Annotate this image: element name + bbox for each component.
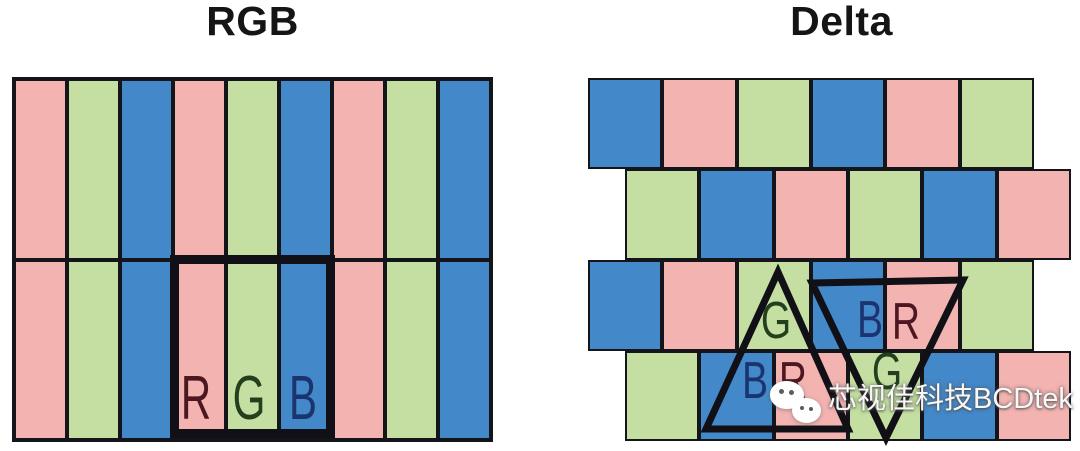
pixel-R [334, 81, 383, 258]
rgb-unit-pixel-outline [170, 255, 335, 438]
wechat-eye [809, 407, 813, 411]
rgb-label-b: B [288, 364, 318, 433]
pixel-B [281, 261, 330, 438]
rgb-panel-title: RGB [206, 0, 299, 44]
pixel-B [922, 169, 997, 260]
pixel-B [588, 260, 663, 351]
rgb-pixel-grid [12, 77, 493, 442]
pixel-G [69, 261, 118, 438]
pixel-R [175, 81, 224, 258]
pixel-B [122, 81, 171, 258]
pixel-B [699, 169, 774, 260]
pixel-G [228, 81, 277, 258]
pixel-G [625, 169, 700, 260]
pixel-B [281, 81, 330, 258]
pixel-G [625, 351, 700, 441]
pixel-R [996, 351, 1071, 441]
delta-pixel-row-2 [625, 169, 1071, 260]
rgb-label-g: G [232, 364, 266, 433]
pixel-R [16, 81, 65, 258]
delta-pixel-row-3 [588, 260, 1034, 351]
pixel-G [847, 169, 923, 260]
pixel-B [588, 78, 663, 169]
pixel-B [122, 261, 171, 438]
pixel-G [228, 261, 277, 438]
pixel-G [736, 78, 811, 169]
pixel-G [69, 81, 118, 258]
pixel-B [440, 261, 489, 438]
wechat-eye [789, 390, 794, 395]
rgb-label-r: R [180, 364, 212, 433]
watermark: 芯视佳科技BCDtek [770, 378, 1073, 428]
pixel-B [440, 81, 489, 258]
pixel-R [175, 261, 224, 438]
pixel-R [16, 261, 65, 438]
wechat-icon [770, 378, 822, 428]
pixel-R [773, 169, 848, 260]
pixel-R [334, 261, 383, 438]
pixel-G [387, 261, 436, 438]
delta-label-g-row3: G [760, 292, 792, 350]
wechat-bubble-small [792, 398, 821, 423]
pixel-R [662, 260, 737, 351]
pixel-B [810, 78, 886, 169]
wechat-eye [779, 389, 784, 394]
pixel-G [387, 81, 436, 258]
pixel-R [996, 169, 1071, 260]
pixel-G [959, 260, 1034, 351]
watermark-text: 芯视佳科技BCDtek [828, 383, 1073, 415]
delta-pixel-row-1 [588, 78, 1034, 169]
pixel-R [662, 78, 737, 169]
pixel-G [959, 78, 1034, 169]
wechat-eye [800, 406, 804, 410]
delta-panel-title: Delta [790, 0, 893, 44]
delta-label-r-row3: R [891, 293, 921, 351]
pixel-R [885, 78, 960, 169]
